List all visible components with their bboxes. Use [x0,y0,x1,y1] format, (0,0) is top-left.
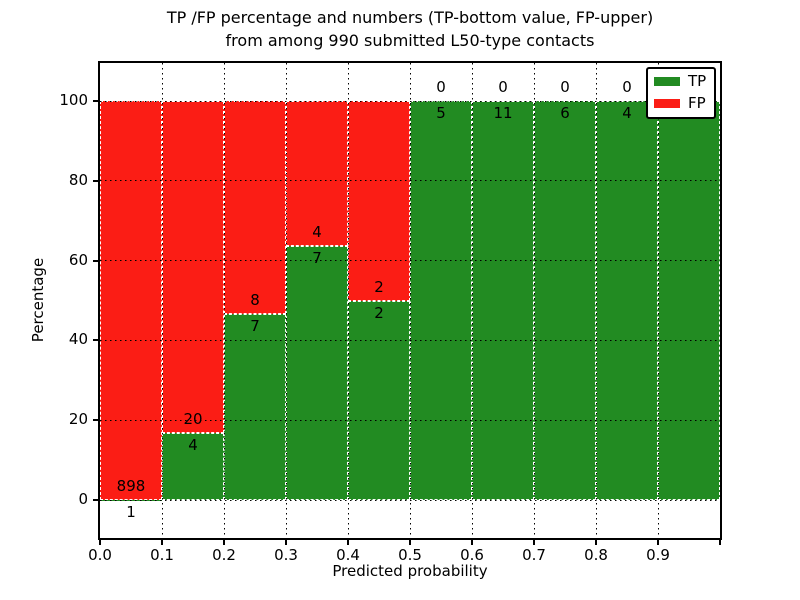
x-tick-mark [719,540,721,545]
gridline-vertical [161,63,163,538]
fp-swatch-icon [654,99,680,108]
fp-bar-segment [162,101,224,434]
tp-bar-segment [534,101,596,500]
gridline-vertical [533,63,535,538]
x-tick-label: 0.8 [584,546,608,564]
x-tick-mark [285,540,287,545]
x-tick-label: 0.9 [646,546,670,564]
fp-count-label: 0 [560,78,570,96]
x-tick-label: 0.6 [460,546,484,564]
x-tick-label: 0.2 [212,546,236,564]
x-tick-label: 0.1 [150,546,174,564]
tp-bar-segment [410,101,472,500]
fp-count-label: 4 [312,223,322,242]
gridline-vertical [347,63,349,538]
x-axis-label: Predicted probability [332,562,488,580]
y-tick-mark [93,499,98,501]
x-tick-mark [347,540,349,545]
tp-count-label: 5 [436,104,446,122]
y-tick-label: 60 [68,250,88,269]
x-tick-mark [657,540,659,545]
tp-bar-segment [224,313,286,500]
x-tick-mark [471,540,473,545]
y-tick-mark [93,100,98,102]
x-tick-label: 0.5 [398,546,422,564]
fp-count-label: 0 [436,78,446,96]
legend-label-fp: FP [688,94,706,112]
y-tick-mark [93,179,98,182]
gridline-vertical [657,63,659,538]
tp-count-label: 7 [250,316,260,335]
legend: TP FP [646,67,716,119]
x-tick-mark [533,540,535,545]
fp-bar-segment [100,101,162,500]
tp-count-label: 2 [374,303,384,322]
gridline-vertical [409,63,411,538]
x-tick-mark [595,540,597,545]
tp-count-label: 4 [188,436,198,455]
fp-bar-segment [224,101,286,314]
tp-bar-segment [348,300,410,500]
gridline-vertical [595,63,597,538]
chart-title-line2: from among 990 submitted L50-type contac… [225,30,595,50]
y-tick-label: 40 [68,330,88,349]
tp-bar-segment [162,433,224,500]
gridline-vertical [285,63,287,538]
fp-count-label: 0 [498,78,508,96]
y-tick-label: 100 [59,91,88,109]
x-tick-mark [223,540,225,545]
x-tick-label: 0.3 [274,546,298,564]
chart-title-line1: TP /FP percentage and numbers (TP-bottom… [166,8,654,27]
tp-count-label: 7 [312,249,322,268]
plot-area: Predicted probability Percentage 898 1 20 4… [29,61,722,580]
x-tick-label: 0.4 [336,546,360,564]
fp-count-label: 8 [250,290,260,309]
y-tick-mark [93,259,98,262]
chart-title: TP /FP percentage and numbers (TP-bottom… [167,7,653,52]
legend-item-tp: TP [654,74,708,89]
y-tick-mark [93,419,98,422]
y-tick-label: 20 [68,410,88,429]
fp-bar-segment [348,101,410,301]
legend-label-tp: TP [688,72,707,90]
tp-swatch-icon [654,77,680,86]
x-tick-label: 0.0 [88,546,112,564]
x-tick-mark [409,540,411,545]
tp-bar-segment [286,246,348,500]
fp-bar-segment [286,101,348,247]
tp-count-label: 1 [126,502,136,521]
fp-count-label: 0 [622,78,632,96]
fp-count-label: 898 [116,476,146,495]
tp-bar-segment [596,101,658,500]
tp-count-label: 6 [560,104,570,122]
fp-count-label: 2 [374,277,384,296]
tp-count-label: 11 [493,104,513,122]
gridline-vertical [223,63,225,538]
y-tick-label: 80 [68,170,88,189]
x-tick-label: 0.7 [522,546,546,564]
x-tick-mark [99,540,101,545]
tp-count-label: 4 [622,104,632,122]
legend-item-fp: FP [654,96,708,111]
gridline-vertical [471,63,473,538]
fp-count-label: 20 [183,410,203,429]
y-tick-mark [93,339,98,342]
tp-bar-segment [658,101,720,500]
x-tick-mark [161,540,163,545]
tp-bar-segment [472,101,534,500]
y-tick-label: 0 [78,490,88,508]
